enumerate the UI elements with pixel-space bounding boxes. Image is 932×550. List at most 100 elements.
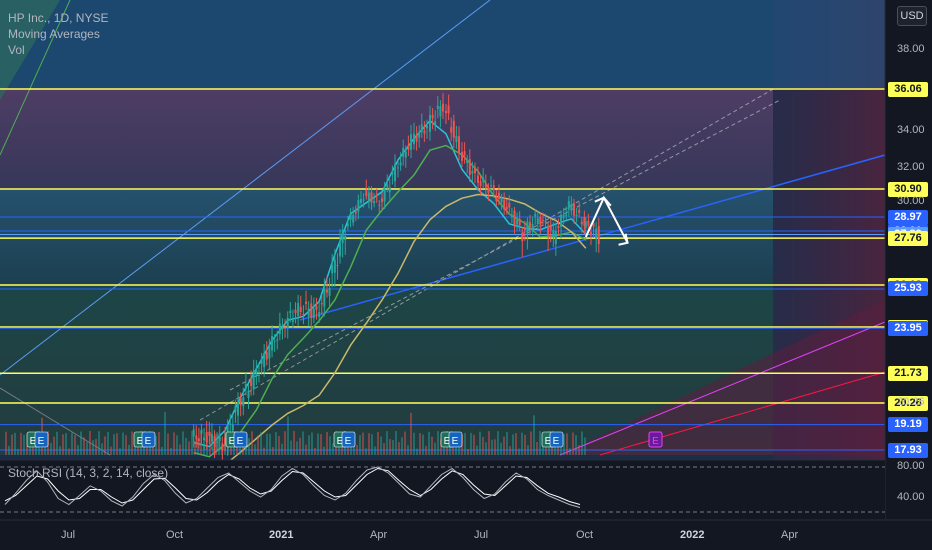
stoch-rsi-label[interactable]: Stoch RSI (14, 3, 2, 14, close) xyxy=(8,466,169,480)
dashed-trend-lower xyxy=(229,99,781,391)
volume-bar xyxy=(380,436,382,455)
candle-body xyxy=(357,200,360,212)
volume-bar xyxy=(95,438,97,455)
volume-bar xyxy=(59,446,61,455)
volume-bar xyxy=(194,440,196,455)
arrow-head-down xyxy=(618,233,629,246)
candle-body xyxy=(344,235,347,240)
volume-bar xyxy=(473,434,475,455)
candle-body xyxy=(452,120,455,138)
candle-body xyxy=(461,152,463,161)
volume-bar xyxy=(248,438,250,455)
moving-averages-label[interactable]: Moving Averages xyxy=(8,27,100,41)
candle-body xyxy=(407,145,410,150)
candle-body xyxy=(482,177,485,182)
symbol-title[interactable]: HP Inc., 1D, NYSE xyxy=(8,11,109,25)
currency-badge[interactable]: USD xyxy=(897,6,927,26)
earnings-marker xyxy=(233,431,248,448)
volume-bar xyxy=(278,435,280,455)
time-tick-label: 2022 xyxy=(680,529,705,541)
candle-body xyxy=(487,187,490,193)
volume-bar xyxy=(263,447,265,455)
earnings-marker xyxy=(448,431,463,448)
candle-body xyxy=(205,431,208,443)
price-level-badge[interactable]: 25.93 xyxy=(888,281,928,297)
volume-bar xyxy=(359,435,361,455)
volume-bar xyxy=(260,432,262,455)
candle-body xyxy=(370,192,373,203)
volume-bar xyxy=(509,446,511,455)
volume-bar xyxy=(371,434,373,455)
price-level-badge[interactable]: 23.95 xyxy=(888,320,928,336)
candle-body xyxy=(231,424,234,431)
volume-bar xyxy=(305,444,307,455)
candle-body xyxy=(547,227,550,236)
magenta-trend-line xyxy=(559,321,886,456)
candle-body xyxy=(268,346,271,359)
candle-body xyxy=(439,106,442,117)
volume-bar xyxy=(92,440,94,455)
chart-legend: HP Inc., 1D, NYSE Moving Averages Vol xyxy=(8,10,108,58)
volume-bar xyxy=(56,431,58,455)
time-axis xyxy=(0,519,932,550)
price-level-badge[interactable]: 36.06 xyxy=(888,81,928,97)
price-level-badge[interactable]: 20.26 xyxy=(888,395,928,411)
volume-bar xyxy=(569,448,571,455)
earnings-letter: E xyxy=(38,436,45,447)
price-level-badge[interactable]: 27.76 xyxy=(888,230,928,246)
candle-body xyxy=(410,134,412,150)
volume-bar xyxy=(215,433,217,455)
candle-body xyxy=(273,340,276,342)
price-level-badge[interactable]: 21.73 xyxy=(888,365,928,381)
volume-bar xyxy=(284,431,286,455)
volume-bar xyxy=(440,439,442,455)
volume-bar xyxy=(245,441,247,455)
volume-bar xyxy=(443,439,445,455)
volume-label[interactable]: Vol xyxy=(8,43,25,57)
candle-body xyxy=(466,160,469,164)
moving-average-line xyxy=(193,144,587,458)
volume-bar xyxy=(203,443,205,455)
candle-body xyxy=(291,320,294,322)
candle-body xyxy=(221,443,224,450)
volume-bar xyxy=(14,432,16,455)
volume-bar xyxy=(491,439,493,455)
price-level-badge[interactable]: 30.90 xyxy=(888,181,928,197)
volume-bar xyxy=(572,432,574,455)
candle-body xyxy=(210,433,213,442)
volume-bar xyxy=(269,433,271,455)
volume-bar xyxy=(50,442,52,455)
candle-body xyxy=(271,336,274,351)
volume-bar xyxy=(437,431,439,455)
candle-body xyxy=(565,214,568,216)
price-level-badge[interactable]: 19.19 xyxy=(888,417,928,433)
volume-bar xyxy=(158,432,160,455)
candle-body xyxy=(218,436,221,441)
price-level-badge[interactable]: 28.97 xyxy=(888,209,928,225)
volume-bar xyxy=(383,443,385,455)
volume-bar xyxy=(365,448,367,455)
candle-body xyxy=(562,214,565,218)
volume-bar xyxy=(449,442,451,455)
volume-bar xyxy=(503,436,505,455)
volume-bar xyxy=(533,415,535,455)
volume-bar xyxy=(512,434,514,455)
volume-bar xyxy=(77,445,79,455)
volume-bar xyxy=(17,448,19,455)
volume-bar xyxy=(374,446,376,455)
candle-body xyxy=(234,406,237,413)
price-level-badge[interactable]: 17.93 xyxy=(888,442,928,458)
candle-body xyxy=(534,213,537,217)
candle-body xyxy=(526,221,529,234)
candle-body xyxy=(529,222,532,227)
candle-body xyxy=(508,202,511,208)
candle-body xyxy=(554,230,557,245)
candle-body xyxy=(305,301,308,305)
candle-body xyxy=(544,221,547,223)
candle-body xyxy=(415,134,418,142)
volume-bar xyxy=(170,447,172,455)
candle-body xyxy=(500,197,503,203)
candle-body xyxy=(263,353,266,368)
